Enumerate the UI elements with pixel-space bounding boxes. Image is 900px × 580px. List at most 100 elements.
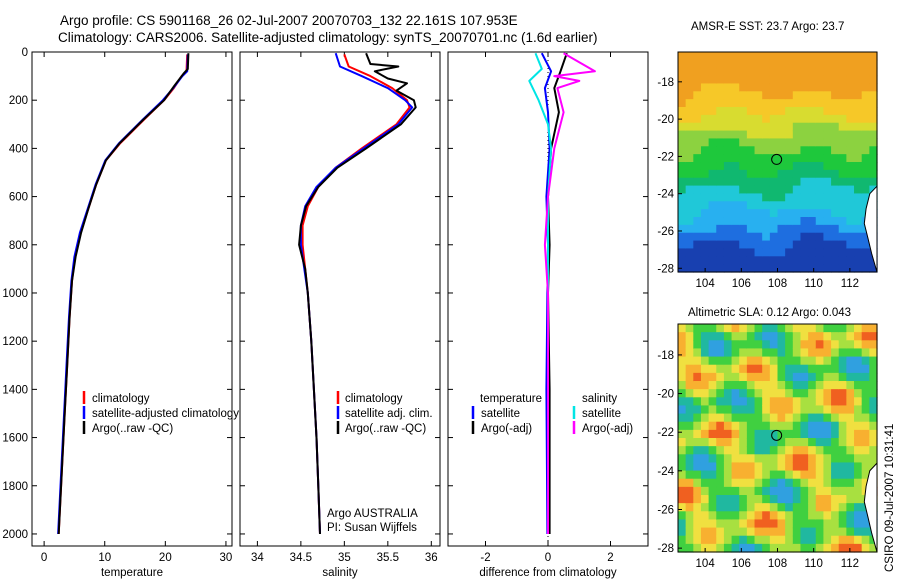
map-cell: [838, 543, 847, 553]
legend-label-argo: Argo(..raw -QC): [345, 423, 426, 435]
map-cell: [762, 114, 771, 124]
map-cell: [769, 519, 779, 529]
map-cell: [785, 52, 794, 61]
map-cell: [831, 364, 840, 374]
map-cell: [777, 397, 786, 407]
map-cell: [723, 185, 733, 195]
map-cell: [777, 107, 786, 116]
map-cell: [700, 224, 710, 234]
map-cell: [716, 232, 725, 242]
map-cell: [678, 462, 687, 472]
map-cell: [777, 527, 786, 537]
map-cell: [678, 511, 687, 521]
map-cell: [739, 340, 748, 350]
map-cell: [731, 511, 740, 521]
map-cell: [754, 217, 763, 226]
map-cell: [846, 114, 855, 124]
map-cell: [708, 256, 717, 265]
map-cell: [815, 185, 825, 195]
map-cell: [700, 114, 710, 124]
map-cell: [678, 519, 687, 529]
map-cell: [685, 240, 694, 250]
legend-label-satellite: satellite adj. clim.: [345, 408, 433, 420]
map-cell: [800, 503, 809, 512]
map-cell: [685, 217, 694, 226]
map-cell: [685, 130, 694, 140]
map-cell: [723, 91, 733, 100]
map-cell: [685, 511, 694, 521]
map-cell: [800, 75, 809, 85]
map-cell: [792, 209, 802, 218]
map-cell: [815, 217, 825, 226]
map-cell: [800, 59, 809, 69]
map-cell: [685, 340, 694, 350]
map-cell: [808, 372, 817, 382]
x-tick-label: 112: [841, 558, 859, 570]
map-cell: [769, 340, 779, 350]
map-cell: [754, 146, 763, 155]
map-cell: [700, 454, 710, 464]
map-cell: [723, 543, 733, 553]
map-cell: [754, 256, 763, 265]
map-cell: [716, 138, 725, 147]
map-cell: [746, 340, 756, 350]
map-cell: [831, 511, 840, 521]
map-cell: [815, 138, 825, 147]
map-cell: [739, 478, 748, 488]
map-cell: [777, 503, 786, 512]
map-cell: [739, 372, 748, 382]
map-cell: [854, 470, 863, 480]
map-cell: [777, 364, 786, 374]
map-cell: [815, 67, 825, 77]
map-cell: [769, 495, 779, 504]
map-cell: [831, 248, 840, 257]
map-cell: [831, 177, 840, 187]
map-cell: [762, 177, 771, 187]
map-cell: [815, 83, 825, 92]
map-cell: [831, 470, 840, 480]
map-cell: [815, 527, 825, 537]
map-cell: [831, 429, 840, 439]
map-cell: [792, 519, 802, 529]
series-line-temperature-satellite: [540, 52, 553, 535]
map-cell: [731, 185, 740, 195]
map-cell: [792, 240, 802, 250]
map-cell: [869, 177, 878, 187]
map-cell: [785, 91, 794, 100]
map-cell: [823, 429, 832, 439]
map-cell: [823, 503, 832, 512]
map-cell: [754, 446, 763, 455]
series-line-temperature-argo-adj-: [547, 52, 568, 534]
map-cell: [723, 372, 733, 382]
map-cell: [831, 162, 840, 171]
map-cell: [708, 114, 717, 124]
map-cell: [800, 364, 809, 374]
map-cell: [769, 486, 779, 496]
map-cell: [678, 177, 687, 187]
map-cell: [693, 332, 702, 341]
sst-map-title: AMSR-E SST: 23.7 Argo: 23.7: [691, 21, 844, 33]
map-cell: [846, 122, 855, 132]
map-cell: [769, 511, 779, 521]
map-cell: [823, 495, 832, 504]
x-tick-label: 104: [696, 278, 716, 290]
map-cell: [815, 381, 825, 390]
map-cell: [831, 122, 840, 132]
map-cell: [700, 527, 710, 537]
map-cell: [723, 470, 733, 480]
map-cell: [731, 99, 740, 108]
map-cell: [777, 83, 786, 92]
annotation-argo-australia: Argo AUSTRALIA: [327, 508, 418, 520]
map-cell: [762, 107, 771, 116]
map-cell: [800, 177, 809, 187]
map-cell: [678, 91, 687, 100]
map-cell: [800, 248, 809, 257]
map-cell: [823, 462, 832, 472]
map-cell: [746, 67, 756, 77]
map-cell: [869, 91, 878, 100]
map-cell: [861, 232, 870, 242]
map-cell: [808, 429, 817, 439]
map-cell: [693, 413, 702, 423]
map-cell: [754, 67, 763, 77]
map-cell: [792, 114, 802, 124]
